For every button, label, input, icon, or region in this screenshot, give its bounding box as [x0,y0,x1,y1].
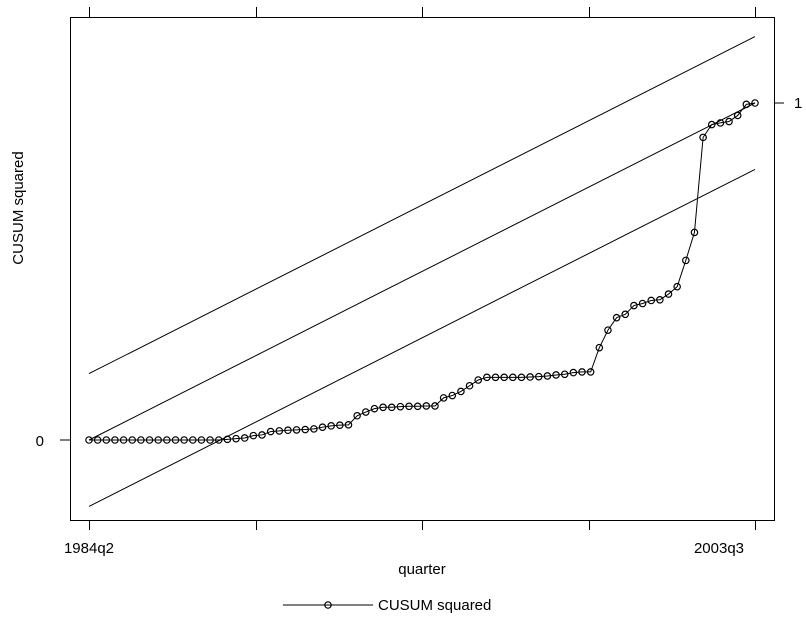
data-point [171,436,180,444]
data-point [543,372,552,380]
data-point [327,422,335,430]
data-point [266,427,275,436]
data-point [638,299,647,308]
data-point [301,425,310,434]
data-point [128,436,137,444]
reference-line-0 [88,102,756,441]
data-point [249,431,258,440]
data-point [240,434,249,442]
data-point [509,373,517,382]
plot-frame [70,17,775,521]
data-point [422,402,431,410]
data-point [163,436,171,444]
data-point [578,368,586,376]
data-point [552,371,560,379]
data-point [275,427,284,435]
data-point [733,111,742,120]
data-point [725,117,733,126]
data-point [647,296,656,305]
data-point [154,436,162,444]
data-point [465,381,474,390]
data-point [586,368,595,376]
data-point [353,411,361,420]
data-point [111,436,119,444]
data-point [656,296,664,304]
data-point [180,436,188,444]
data-point [474,376,483,384]
data-point [604,326,612,334]
data-point [223,435,232,444]
data-point [258,431,266,439]
data-point [457,387,465,396]
data-point [197,436,206,444]
x-tick-label-end: 2003q3 [694,540,744,557]
data-point [387,403,396,412]
data-point [742,100,751,109]
data-point [716,119,725,127]
data-point [431,402,439,410]
data-point [707,120,716,129]
data-point [560,370,569,379]
data-point [439,394,448,402]
data-point [284,426,292,435]
data-point [491,373,500,382]
y-tick-label-right: 1 [794,95,802,112]
series-line [89,102,756,441]
x-tick-label-start: 1984q2 [64,540,114,557]
legend: CUSUM squared [283,597,491,614]
data-point [318,423,327,431]
data-point [370,404,379,413]
data-point [517,373,526,382]
data-point [336,421,344,429]
data-point [292,426,301,434]
series-cusum-squared [85,99,759,444]
data-point [595,343,604,352]
data-point [310,425,318,433]
axis-ticks [60,7,784,530]
data-point [232,434,240,443]
data-point [682,256,690,265]
data-point [344,421,353,429]
reference-lines [88,36,756,507]
data-point [396,402,405,411]
data-point [137,436,145,444]
data-point [102,436,111,444]
data-point [612,313,621,322]
reference-line-2 [88,168,756,507]
data-point [621,310,630,319]
legend-label: CUSUM squared [378,597,491,614]
data-point [93,436,102,444]
data-point [214,436,223,444]
data-point [119,436,128,444]
legend-marker-swatch [324,601,332,609]
data-point [85,436,93,444]
data-point [405,402,413,411]
data-point [188,436,197,444]
data-point [500,373,508,382]
y-tick-label-left: 0 [36,433,44,450]
data-point [448,391,457,400]
data-point [361,408,370,416]
reference-line-1 [88,36,756,375]
data-point [483,373,491,382]
data-point [630,301,638,310]
data-point [145,436,154,444]
data-point [673,282,681,291]
data-point [664,290,673,298]
data-point [379,403,387,412]
data-point [526,373,534,381]
data-point [751,99,759,107]
data-point [413,402,422,411]
data-point [534,372,543,381]
data-point [699,133,707,142]
data-point [690,228,699,237]
data-point [569,368,578,377]
y-axis-title: CUSUM squared [10,151,27,264]
data-point [206,436,214,444]
x-axis-title: quarter [398,561,446,578]
